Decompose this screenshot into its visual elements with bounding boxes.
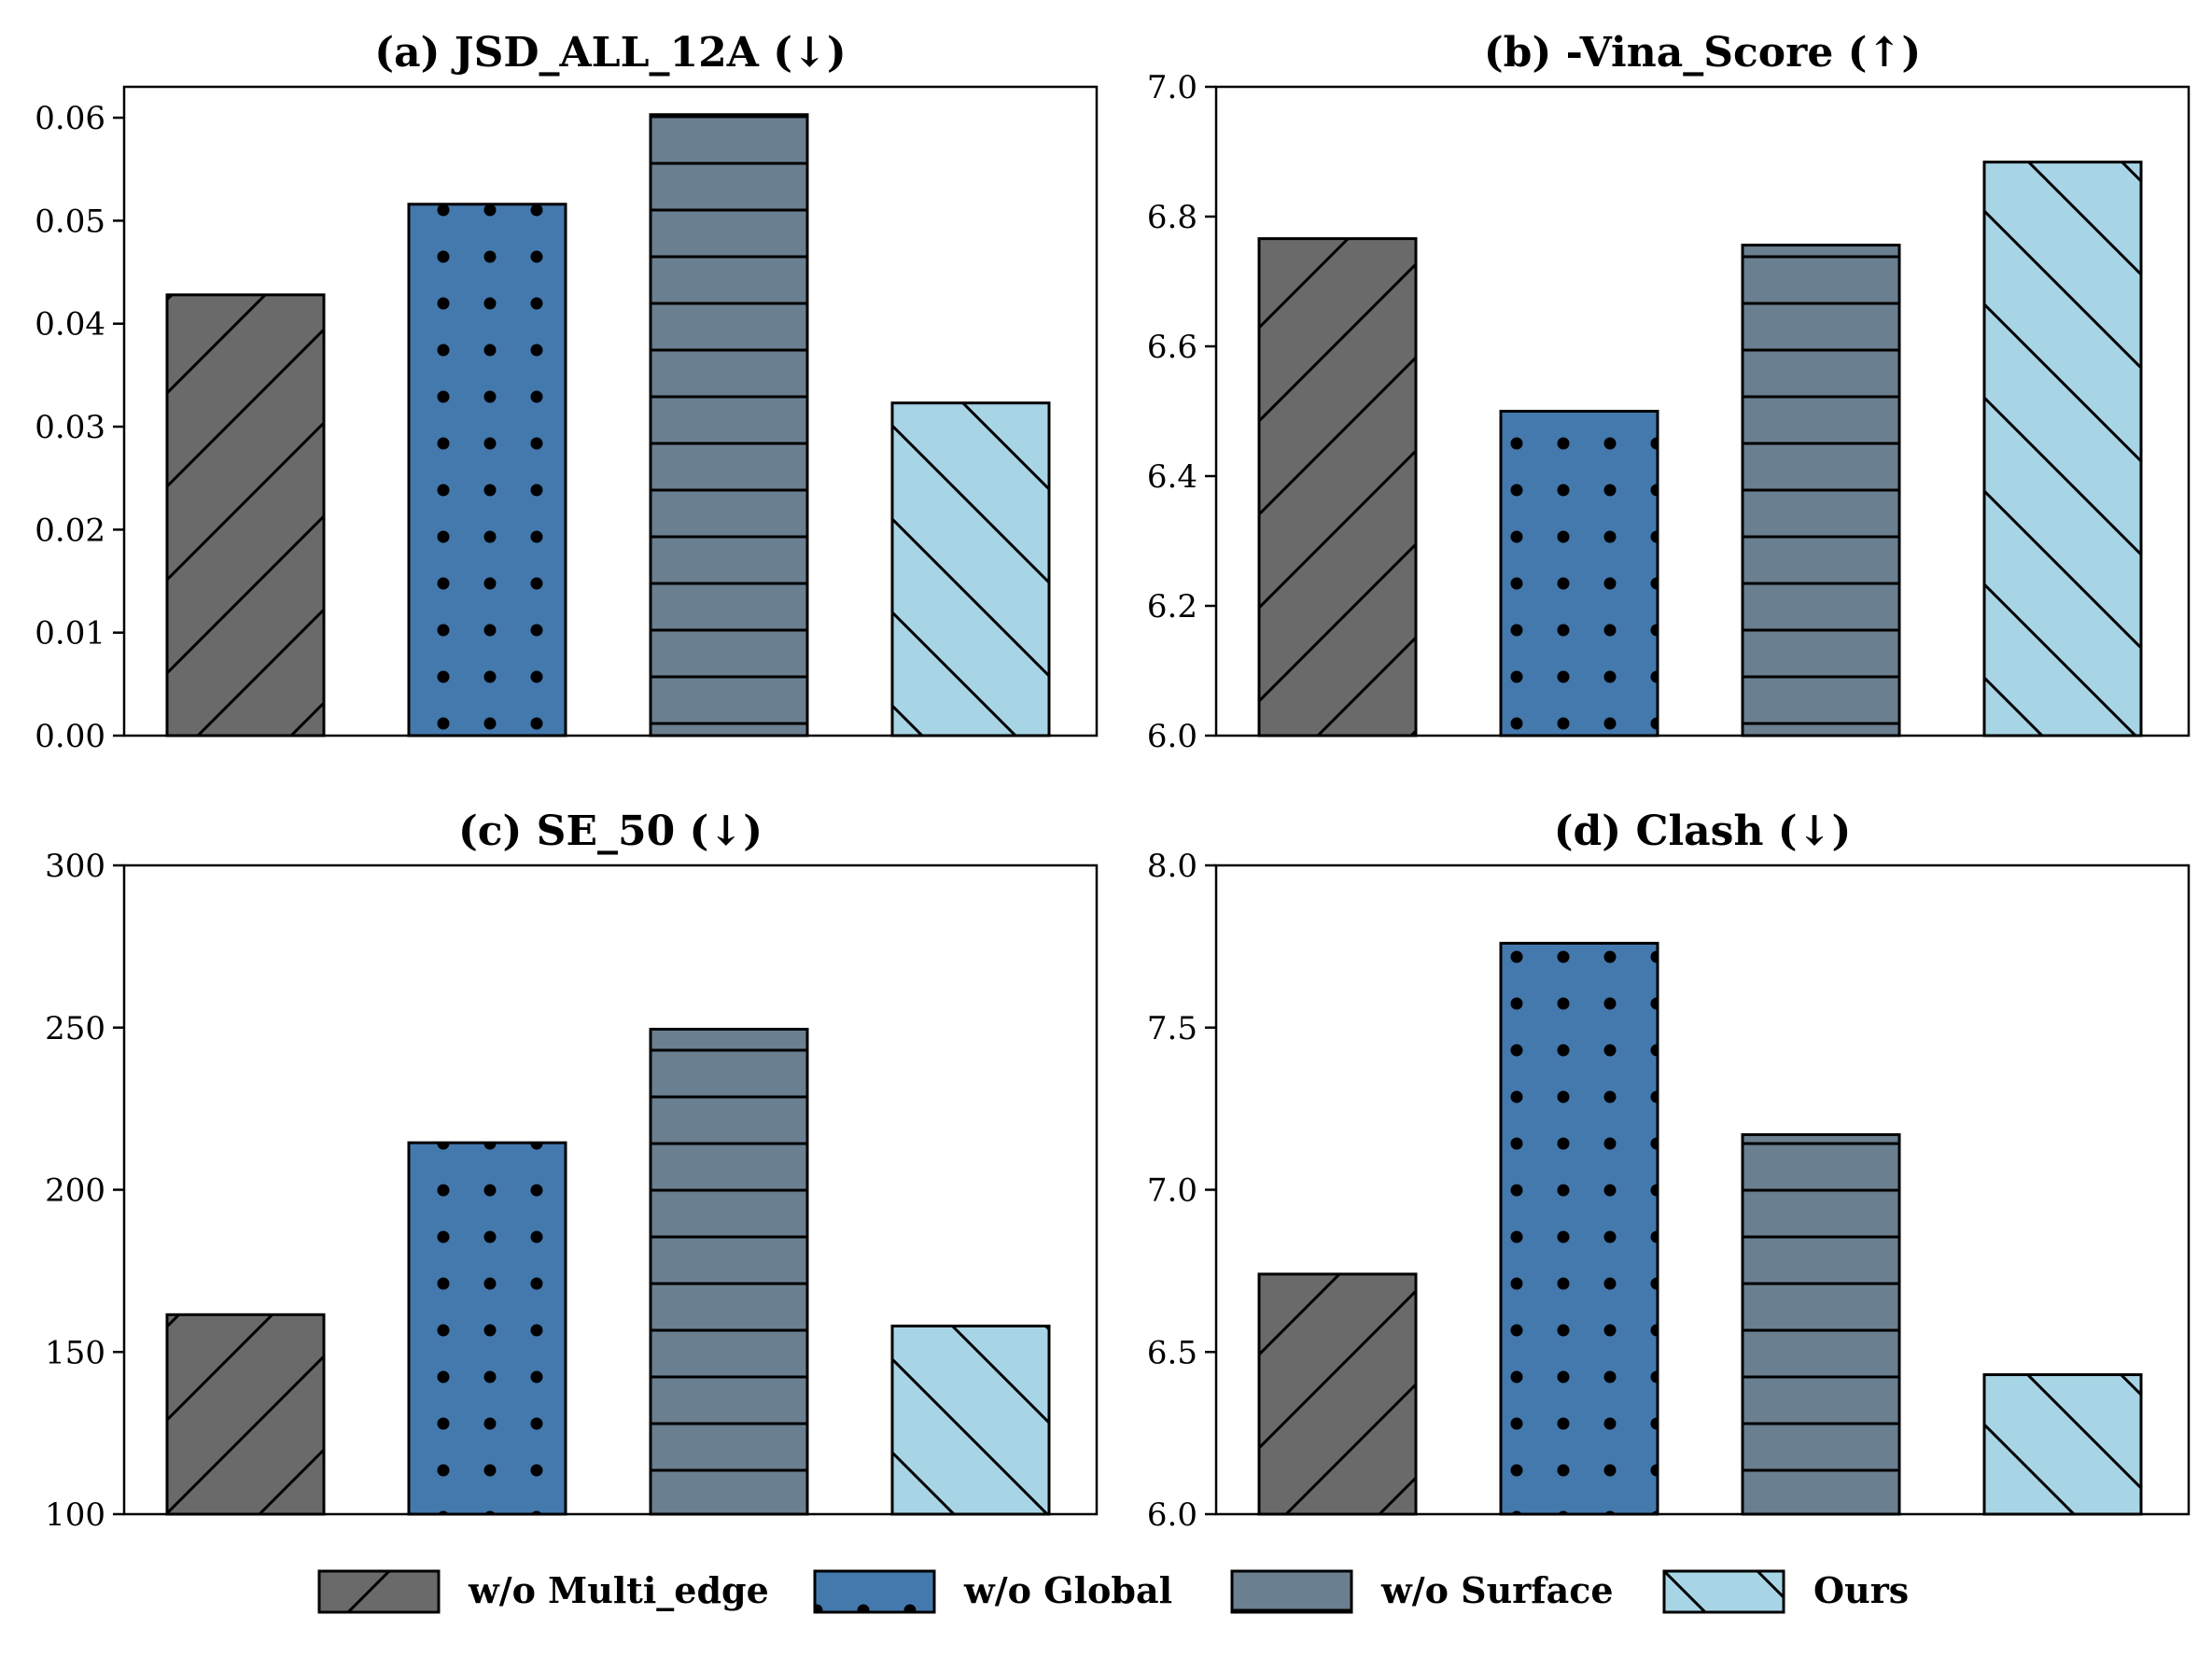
legend-item: w/o Global (813, 1569, 1172, 1614)
bar-hatch (1743, 245, 1899, 737)
bar-hatch (892, 402, 1049, 736)
y-tick-label: 7.0 (1147, 69, 1197, 106)
bar (407, 1141, 567, 1516)
chart-panel-3: (c) SE_50 (↓) 100 150 200 250 300 (45, 807, 1099, 1534)
legend-swatch-outline (813, 1569, 936, 1614)
bar (1499, 941, 1659, 1516)
legend-swatch-outline (1230, 1569, 1353, 1614)
legend-swatch-hatch (319, 1571, 439, 1612)
legend-item: Ours (1662, 1569, 1909, 1614)
legend: w/o Multi_edge w/o Global w/o Surface Ours (317, 1569, 1909, 1614)
y-tick-label: 6.2 (1147, 588, 1197, 625)
legend-label: Ours (1813, 1569, 1909, 1611)
legend-label: w/o Global (963, 1569, 1172, 1611)
y-tick-label: 0.02 (35, 512, 105, 549)
bar-hatch (1259, 238, 1416, 736)
bar (1982, 1373, 2143, 1516)
bar (1741, 244, 1901, 737)
y-tick-label: 200 (45, 1173, 105, 1210)
legend-swatch-hatch (1232, 1571, 1351, 1612)
bar-hatch (651, 1029, 807, 1514)
legend-item: w/o Multi_edge (317, 1569, 769, 1614)
y-tick-label: 0.04 (35, 306, 105, 344)
y-tick-label: 6.0 (1147, 1496, 1197, 1534)
y-tick-label: 150 (45, 1334, 105, 1371)
bar-hatch (1501, 943, 1658, 1514)
bar (649, 1027, 809, 1516)
legend-swatch-hatch (815, 1571, 934, 1612)
y-tick-label: 6.0 (1147, 718, 1197, 755)
axes-frame (1214, 85, 2191, 737)
legend-swatch-hatch (1664, 1571, 1784, 1612)
chart-panel-2: (b) -Vina_Score (↑) 6.0 6.2 6.4 6.6 6.8 7.0 (1147, 29, 2191, 755)
bar (1982, 161, 2143, 737)
bar-hatch (409, 204, 566, 736)
bar-hatch (409, 1143, 566, 1514)
legend-item: w/o Surface (1230, 1569, 1614, 1614)
chart-title: (c) SE_50 (↓) (458, 807, 763, 855)
bar (1499, 410, 1659, 737)
legend-label: w/o Surface (1380, 1569, 1614, 1611)
bar (890, 401, 1051, 737)
bar (165, 293, 326, 737)
y-tick-label: 6.6 (1147, 329, 1197, 366)
bar (890, 1324, 1051, 1516)
y-tick-label: 8.0 (1147, 848, 1197, 885)
bar-hatch (651, 114, 807, 737)
y-tick-label: 6.4 (1147, 458, 1197, 496)
chart-panel-1: (a) JSD_ALL_12A (↓) 0.00 0.01 0.02 0.03 0.04 0… (35, 29, 1099, 755)
chart-title: (b) -Vina_Score (↑) (1484, 29, 1921, 77)
chart-title: (a) JSD_ALL_12A (↓) (374, 29, 846, 77)
y-tick-label: 0.06 (35, 100, 105, 137)
bar-hatch (167, 294, 324, 736)
y-tick-label: 300 (45, 848, 105, 885)
bar-hatch (1984, 161, 2141, 736)
y-tick-label: 0.00 (35, 718, 105, 755)
bar (407, 203, 567, 737)
bar-hatch (167, 1314, 324, 1514)
bar (1257, 1272, 1418, 1516)
y-tick-label: 6.5 (1147, 1334, 1197, 1371)
bar (1741, 1132, 1901, 1516)
bar-hatch (1501, 411, 1658, 736)
y-tick-label: 100 (45, 1496, 105, 1534)
y-tick-label: 0.03 (35, 409, 105, 446)
chart-panel-4: (d) Clash (↓) 6.0 6.5 7.0 7.5 8.0 (1147, 807, 2191, 1534)
bar (1257, 237, 1418, 737)
chart-panels: (a) JSD_ALL_12A (↓) 0.00 0.01 0.02 0.03 0.04 0… (35, 29, 2191, 1534)
y-tick-label: 7.0 (1147, 1173, 1197, 1210)
chart-title: (d) Clash (↓) (1554, 807, 1852, 855)
bar-hatch (1743, 1134, 1899, 1514)
bar-hatch (892, 1326, 1049, 1514)
y-tick-label: 6.8 (1147, 199, 1197, 236)
y-tick-label: 0.01 (35, 615, 105, 653)
y-tick-label: 0.05 (35, 203, 105, 240)
bar-hatch (1259, 1273, 1416, 1514)
y-tick-label: 250 (45, 1010, 105, 1047)
bar-hatch (1984, 1374, 2141, 1514)
bar (165, 1313, 326, 1516)
legend-label: w/o Multi_edge (468, 1569, 769, 1611)
legend-swatch-outline (317, 1569, 441, 1614)
y-tick-label: 7.5 (1147, 1010, 1197, 1047)
legend-swatch-outline (1662, 1569, 1785, 1614)
bar (649, 113, 809, 737)
axes-frame (122, 85, 1099, 737)
